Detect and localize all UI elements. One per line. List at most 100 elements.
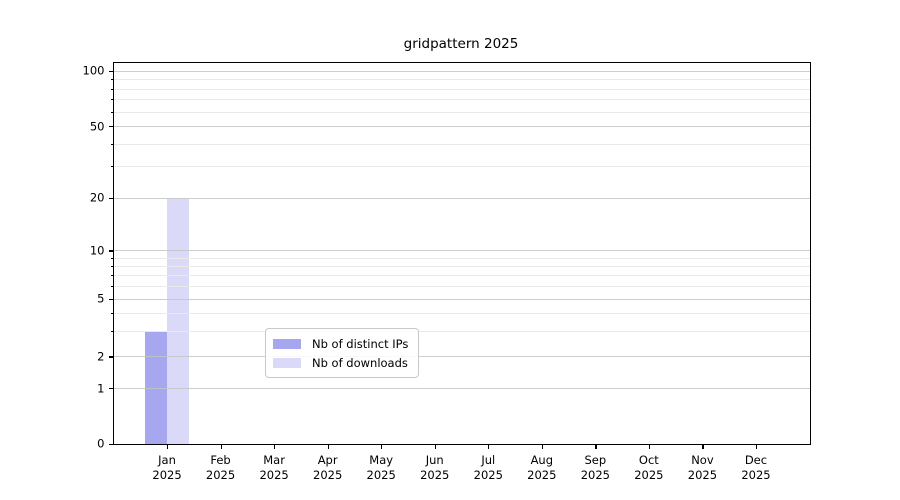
y-minor-tick bbox=[110, 312, 113, 314]
y-tick bbox=[108, 298, 113, 300]
y-gridline-minor bbox=[113, 275, 810, 277]
y-tick-label: 10 bbox=[89, 243, 105, 258]
y-tick-label: 50 bbox=[89, 119, 105, 134]
y-tick-label: 1 bbox=[97, 381, 105, 396]
x-tick-year: 2025 bbox=[473, 467, 503, 482]
y-minor-tick bbox=[110, 99, 113, 101]
legend-label-downloads: Nb of downloads bbox=[312, 355, 408, 370]
x-tick-year: 2025 bbox=[366, 467, 396, 482]
x-tick-label: Oct 2025 bbox=[634, 453, 663, 483]
y-minor-tick bbox=[110, 265, 113, 268]
x-tick-label: Jan 2025 bbox=[152, 453, 181, 483]
x-tick-month: May bbox=[369, 452, 394, 467]
y-gridline-major bbox=[113, 126, 810, 128]
x-tick-year: 2025 bbox=[259, 467, 289, 482]
y-gridline-major bbox=[113, 70, 810, 72]
y-gridline-minor bbox=[113, 111, 810, 113]
y-tick-label: 5 bbox=[97, 291, 105, 306]
x-tick bbox=[381, 444, 383, 449]
x-tick-month: Sep bbox=[584, 452, 607, 467]
y-tick-label: 0 bbox=[97, 436, 105, 451]
x-tick-month: Nov bbox=[691, 452, 714, 467]
y-tick bbox=[108, 70, 113, 72]
legend-swatch-downloads bbox=[273, 357, 301, 368]
legend-entry-downloads: Nb of downloads bbox=[273, 353, 408, 372]
x-tick-label: May 2025 bbox=[367, 453, 396, 483]
x-tick-month: Feb bbox=[210, 452, 231, 467]
y-minor-tick bbox=[110, 111, 113, 113]
x-tick bbox=[648, 444, 651, 449]
x-tick-year: 2025 bbox=[580, 467, 610, 482]
y-gridline-minor bbox=[113, 88, 810, 90]
x-tick-month: Oct bbox=[638, 452, 659, 467]
x-tick bbox=[327, 444, 329, 449]
y-gridline-minor bbox=[113, 312, 810, 314]
x-tick-year: 2025 bbox=[634, 467, 664, 482]
x-tick-month: Jul bbox=[481, 452, 496, 467]
y-gridline-major bbox=[113, 298, 810, 300]
x-tick-year: 2025 bbox=[741, 467, 771, 482]
y-tick bbox=[108, 443, 113, 445]
y-tick bbox=[108, 356, 113, 358]
x-tick bbox=[220, 444, 222, 449]
y-gridline-minor bbox=[113, 143, 810, 145]
y-gridline-minor bbox=[113, 79, 810, 81]
x-tick-month: Jun bbox=[425, 452, 444, 467]
y-gridline-major bbox=[113, 356, 810, 358]
legend: Nb of distinct IPs Nb of downloads bbox=[265, 328, 420, 378]
y-minor-tick bbox=[110, 143, 113, 145]
legend-swatch-distinct-ips bbox=[273, 338, 301, 349]
x-tick-label: Jun 2025 bbox=[420, 453, 449, 483]
x-tick bbox=[488, 444, 490, 449]
y-gridline-minor bbox=[113, 285, 810, 287]
x-tick-label: Nov 2025 bbox=[688, 453, 717, 483]
x-tick-label: Feb 2025 bbox=[206, 453, 235, 483]
x-tick bbox=[274, 444, 276, 449]
x-tick-month: Mar bbox=[263, 452, 285, 467]
x-tick bbox=[434, 444, 436, 449]
x-tick bbox=[167, 444, 169, 449]
y-gridline-minor bbox=[113, 330, 810, 332]
x-tick bbox=[595, 444, 597, 449]
x-tick-month: Aug bbox=[530, 452, 554, 467]
chart-title: gridpattern 2025 bbox=[403, 36, 519, 52]
y-gridline-major bbox=[113, 250, 810, 252]
y-minor-tick bbox=[110, 330, 113, 333]
x-tick-month: Dec bbox=[744, 452, 768, 467]
y-minor-tick bbox=[110, 285, 113, 288]
x-tick-year: 2025 bbox=[420, 467, 450, 482]
x-tick-year: 2025 bbox=[687, 467, 718, 482]
y-tick bbox=[108, 197, 113, 200]
y-gridline-major bbox=[113, 388, 810, 390]
y-tick-label: 2 bbox=[97, 349, 105, 364]
y-minor-tick bbox=[110, 257, 113, 259]
y-tick-label: 100 bbox=[82, 63, 105, 78]
x-tick-year: 2025 bbox=[527, 467, 557, 482]
x-tick bbox=[755, 444, 758, 449]
y-gridline-minor bbox=[113, 257, 810, 259]
y-tick bbox=[108, 126, 113, 128]
x-tick bbox=[702, 444, 704, 449]
y-tick bbox=[108, 388, 113, 390]
x-tick-label: Aug 2025 bbox=[527, 453, 556, 483]
bar-downloads-jan bbox=[167, 197, 189, 444]
plot-area: 0 1 2 5 10 20 50 100 Jan 2025 Feb 2025 Mar 2025 Apr 202… bbox=[83, 61, 811, 482]
y-gridline-minor bbox=[113, 166, 810, 168]
y-minor-tick bbox=[110, 88, 113, 90]
y-gridline-minor bbox=[113, 265, 810, 267]
y-gridline-major bbox=[113, 197, 810, 199]
x-tick-label: Apr 2025 bbox=[313, 453, 342, 483]
x-tick-year: 2025 bbox=[205, 467, 236, 482]
bar-distinct-ips-jan bbox=[145, 330, 168, 444]
y-gridline-minor bbox=[113, 99, 810, 101]
y-minor-tick bbox=[110, 275, 113, 277]
y-minor-tick bbox=[110, 166, 113, 168]
legend-label-distinct-ips: Nb of distinct IPs bbox=[312, 336, 409, 351]
x-tick-year: 2025 bbox=[313, 467, 343, 482]
y-tick bbox=[108, 250, 113, 252]
x-tick bbox=[541, 444, 543, 449]
x-tick-label: Dec 2025 bbox=[741, 453, 770, 483]
x-tick-month: Apr bbox=[317, 452, 338, 467]
y-tick-label: 20 bbox=[89, 190, 105, 205]
